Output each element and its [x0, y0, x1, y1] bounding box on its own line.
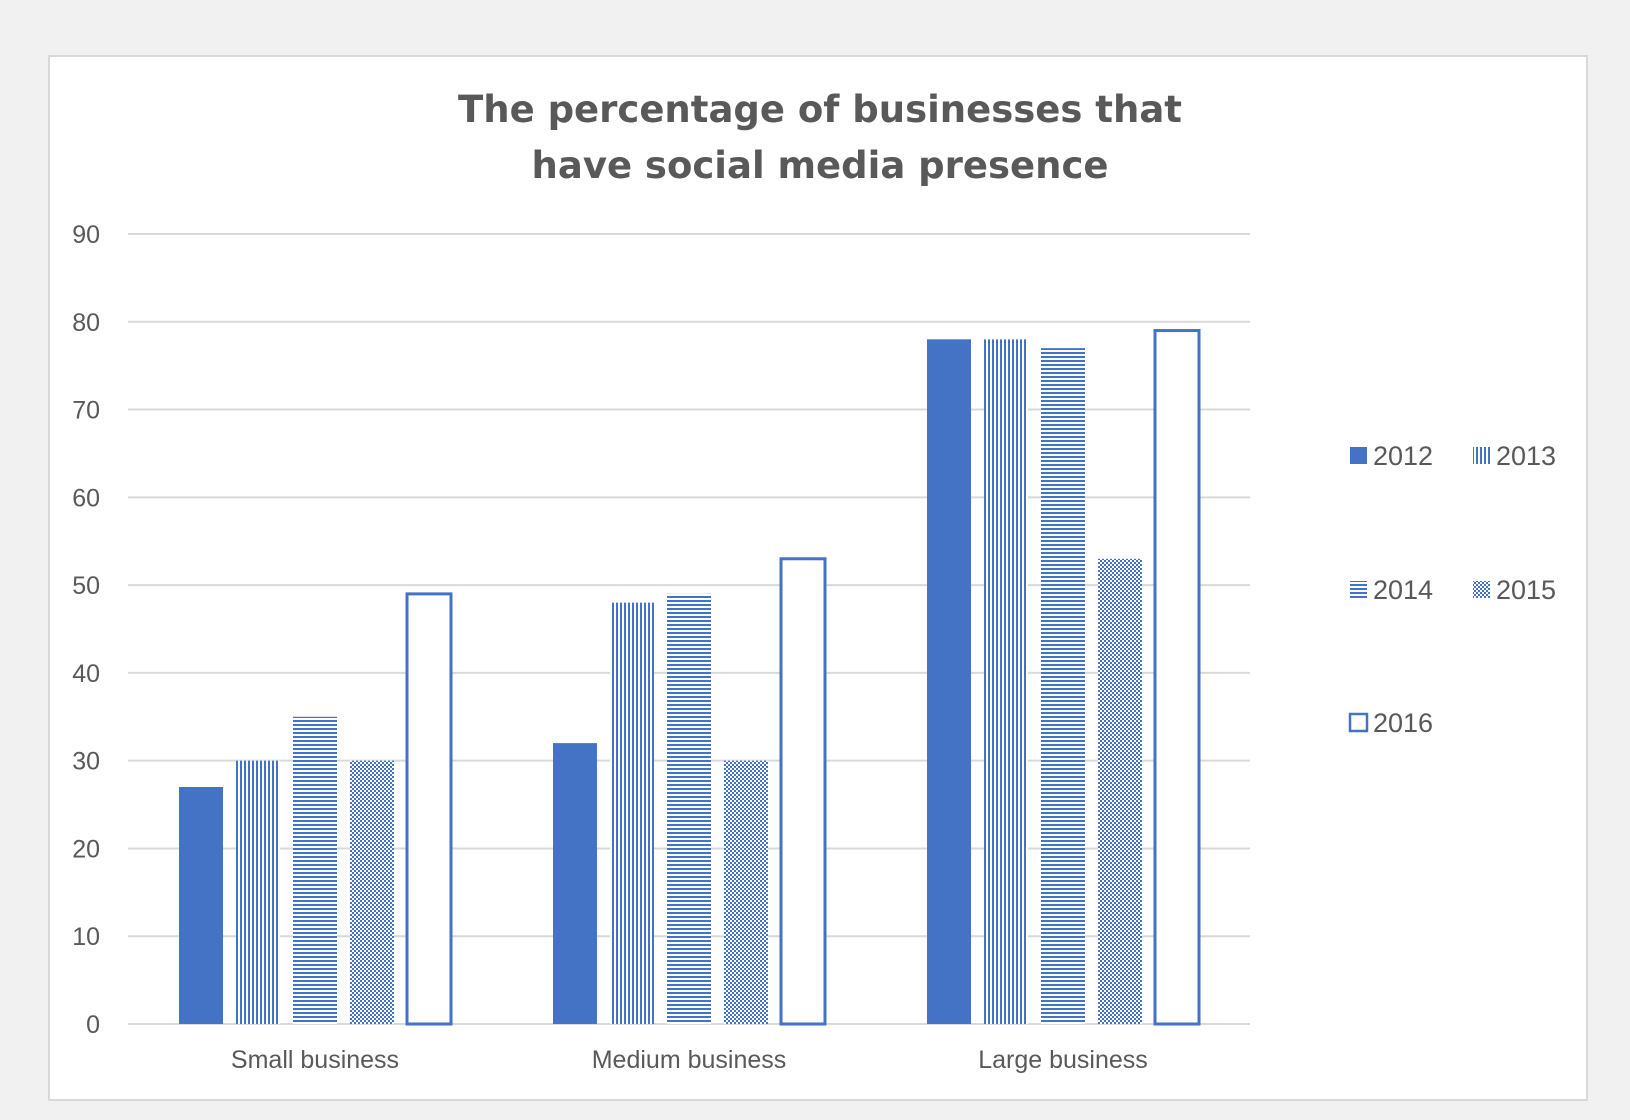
- legend-item-2016: 2016: [1348, 708, 1433, 738]
- y-tick-label: 90: [72, 221, 100, 249]
- legend-item-2015: 2015: [1473, 575, 1556, 605]
- legend-label: 2012: [1373, 441, 1433, 471]
- y-tick-label: 40: [72, 660, 100, 688]
- bar-2016-small-business: [405, 592, 453, 1026]
- y-tick-label: 30: [72, 748, 100, 776]
- bar-2012-medium-business: [553, 743, 597, 1024]
- legend-item-2014: 2014: [1350, 575, 1433, 605]
- y-tick-label: 70: [72, 397, 100, 425]
- bar-2012-large-business: [927, 339, 971, 1024]
- y-tick-label: 50: [72, 572, 100, 600]
- bar-2014-medium-business: [667, 593, 711, 1024]
- legend-swatch: [1350, 447, 1367, 464]
- legend-label: 2015: [1496, 575, 1556, 605]
- legend-swatch: [1473, 447, 1490, 464]
- x-category-label: Large business: [978, 1046, 1148, 1074]
- y-tick-label: 0: [86, 1011, 100, 1039]
- bar-2014-small-business: [293, 716, 337, 1024]
- y-tick-label: 20: [72, 835, 100, 863]
- legend-item-2013: 2013: [1473, 441, 1556, 471]
- legend: 2012 2013 2014 2015 2016: [1348, 441, 1556, 738]
- x-axis-labels: Small business Medium business Large busin…: [231, 1046, 1148, 1074]
- legend-label: 2013: [1496, 441, 1556, 471]
- bar-2012-small-business: [179, 787, 223, 1024]
- x-category-label: Medium business: [592, 1046, 787, 1074]
- bar-2016-large-business: [1153, 329, 1201, 1026]
- chart-title-line-2: have social media presence: [532, 144, 1109, 187]
- legend-label: 2016: [1373, 708, 1433, 738]
- bar-2015-medium-business: [724, 760, 768, 1024]
- bar-2015-large-business: [1098, 558, 1142, 1024]
- legend-item-2012: 2012: [1350, 441, 1433, 471]
- y-axis-ticks: 0 10 20 30 40 50 60 70 80 90: [72, 221, 100, 1039]
- bar-2015-small-business: [350, 760, 394, 1024]
- bar-2014-large-business: [1041, 348, 1085, 1025]
- bar-2016-medium-business: [779, 557, 827, 1026]
- y-tick-label: 80: [72, 309, 100, 337]
- legend-label: 2014: [1373, 575, 1433, 605]
- chart-title-line-1: The percentage of businesses that: [458, 88, 1182, 131]
- y-tick-label: 60: [72, 484, 100, 512]
- legend-swatch: [1473, 581, 1490, 598]
- bars: [179, 329, 1201, 1026]
- bar-2013-medium-business: [610, 602, 654, 1024]
- y-tick-label: 10: [72, 923, 100, 951]
- legend-swatch: [1350, 581, 1367, 598]
- bar-2013-large-business: [984, 339, 1028, 1024]
- bar-2013-small-business: [236, 760, 280, 1024]
- x-category-label: Small business: [231, 1046, 399, 1074]
- legend-swatch: [1348, 712, 1369, 733]
